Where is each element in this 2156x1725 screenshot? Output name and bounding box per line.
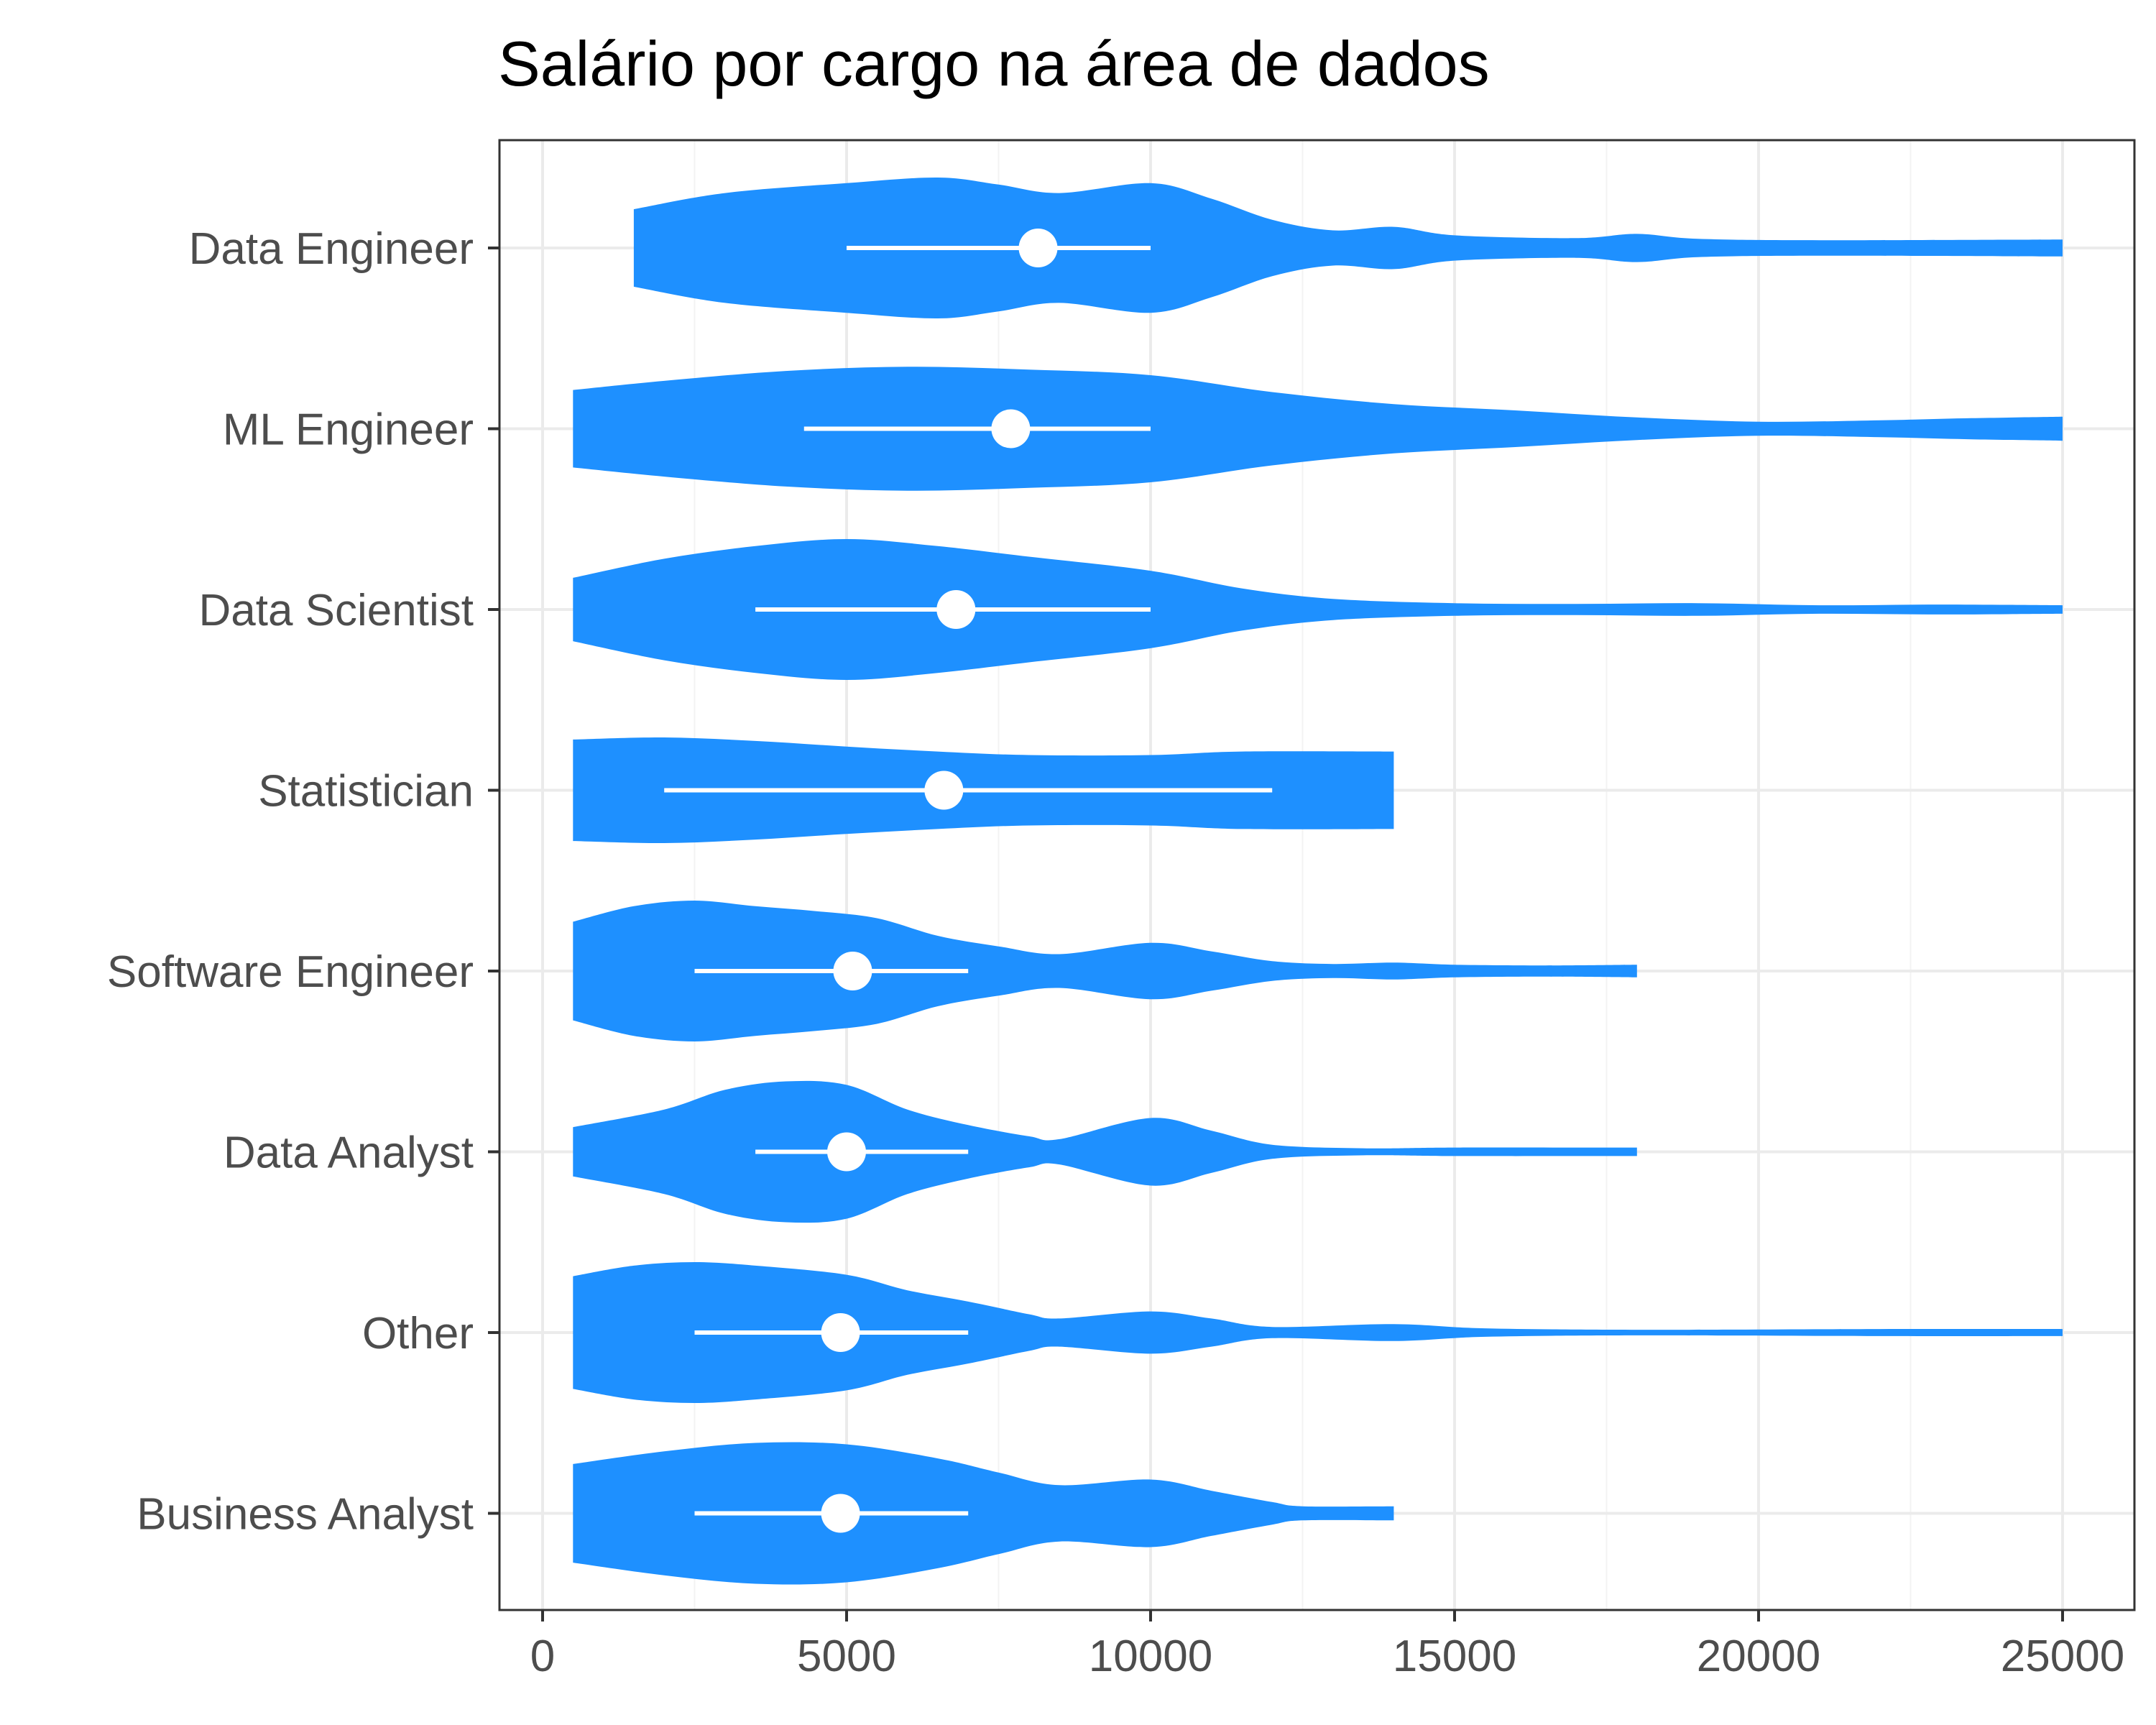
violin-other bbox=[573, 1262, 2063, 1403]
median-point bbox=[936, 590, 976, 629]
y-tick-label: Business Analyst bbox=[137, 1490, 474, 1540]
median-point bbox=[991, 409, 1031, 448]
y-tick-label: Software Engineer bbox=[107, 947, 474, 997]
x-tick-label: 20000 bbox=[1697, 1632, 1820, 1681]
y-tick-label: Other bbox=[362, 1309, 474, 1358]
median-point bbox=[821, 1313, 860, 1352]
violin-software-engineer bbox=[573, 901, 1637, 1041]
violin-business-analyst bbox=[573, 1442, 1394, 1585]
y-tick-label: Data Analyst bbox=[224, 1128, 474, 1178]
chart-title: Salário por cargo na área de dados bbox=[498, 28, 1490, 99]
violin-ml-engineer bbox=[573, 367, 2063, 491]
median-point bbox=[1018, 229, 1058, 267]
y-tick-label: Statistician bbox=[258, 767, 474, 816]
y-tick-label: Data Scientist bbox=[198, 586, 474, 635]
median-point bbox=[827, 1132, 866, 1172]
x-tick-label: 15000 bbox=[1393, 1632, 1516, 1681]
median-point bbox=[924, 770, 964, 810]
panel-border bbox=[498, 139, 2136, 1611]
median-point bbox=[833, 952, 872, 990]
x-tick-label: 5000 bbox=[797, 1632, 896, 1681]
axes: Data Engineer ML Engineer Data Scientist St… bbox=[107, 224, 2124, 1681]
y-tick-label: Data Engineer bbox=[189, 224, 474, 274]
x-tick-label: 25000 bbox=[2001, 1632, 2124, 1681]
x-tick-label: 0 bbox=[530, 1632, 555, 1681]
y-tick-label: ML Engineer bbox=[223, 405, 474, 455]
violins bbox=[573, 177, 2063, 1585]
violin-data-analyst bbox=[573, 1080, 1637, 1223]
x-tick-label: 10000 bbox=[1089, 1632, 1212, 1681]
median-point bbox=[821, 1494, 860, 1533]
violin-data-scientist bbox=[573, 539, 2063, 680]
violin-data-engineer bbox=[633, 177, 2063, 319]
